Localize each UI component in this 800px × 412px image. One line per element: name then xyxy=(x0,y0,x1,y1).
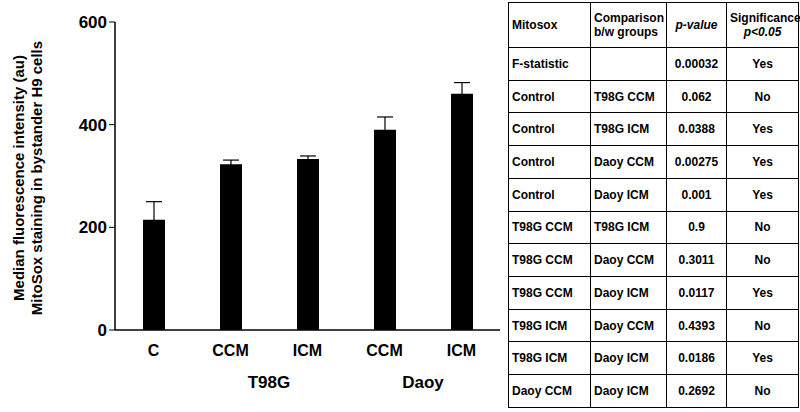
html-text:p-value: p-value xyxy=(675,18,718,32)
html-text:0.2692: 0.2692 xyxy=(678,384,715,399)
svg-text:ICM: ICM xyxy=(447,342,476,359)
html-text:0.4393: 0.4393 xyxy=(678,318,715,333)
html-text:Comparison: Comparison xyxy=(594,11,664,25)
html-text:Yes: Yes xyxy=(752,56,773,71)
html-text:T98G CCM: T98G CCM xyxy=(594,89,655,104)
html-text:Daoy ICM: Daoy ICM xyxy=(594,384,649,399)
html-text:No: No xyxy=(754,318,771,333)
html-text:0.3011: 0.3011 xyxy=(678,253,715,268)
html-text:No: No xyxy=(754,89,771,104)
html-text:T98G ICM: T98G ICM xyxy=(594,122,650,137)
svg-text:400: 400 xyxy=(79,116,107,135)
svg-text:Daoy: Daoy xyxy=(402,373,444,392)
svg-text:ICM: ICM xyxy=(293,342,322,359)
html-text:0.0388: 0.0388 xyxy=(678,122,715,137)
html-text:Control: Control xyxy=(512,187,555,202)
html-text:T98G ICM: T98G ICM xyxy=(512,351,568,366)
html-text:Yes: Yes xyxy=(752,187,773,202)
html-text:No: No xyxy=(754,220,771,235)
html-text:T98G CCM: T98G CCM xyxy=(512,253,573,268)
svg-text:600: 600 xyxy=(79,13,107,32)
html-text:Yes: Yes xyxy=(752,351,773,366)
html-text:MitoSox staining in bystander: MitoSox staining in bystander H9 cells xyxy=(28,40,45,316)
html-text:T98G ICM: T98G ICM xyxy=(512,318,568,333)
html-text:Yes: Yes xyxy=(752,285,773,300)
html-text:0.062: 0.062 xyxy=(681,89,712,104)
html-text:Mitosox: Mitosox xyxy=(512,18,558,32)
html-text:Yes: Yes xyxy=(752,122,773,137)
html-text:Daoy CCM: Daoy CCM xyxy=(594,155,654,169)
html-text:T98G CCM: T98G CCM xyxy=(512,220,573,235)
html-text:T98G CCM: T98G CCM xyxy=(512,285,573,300)
html-text:Significance: Significance xyxy=(730,11,800,25)
html-text:Daoy CCM: Daoy CCM xyxy=(512,384,572,399)
html-text:Control: Control xyxy=(512,89,555,104)
html-text:0.9: 0.9 xyxy=(688,220,705,235)
svg-text:CCM: CCM xyxy=(212,342,248,359)
html-text:Control: Control xyxy=(512,122,555,137)
html-text:T98G ICM: T98G ICM xyxy=(594,220,650,235)
html-text:0.001: 0.001 xyxy=(681,187,712,202)
svg-text:T98G: T98G xyxy=(248,373,291,392)
html-text:Daoy CCM: Daoy CCM xyxy=(594,253,654,268)
html-text:No: No xyxy=(754,384,771,399)
html-text:Daoy ICM: Daoy ICM xyxy=(594,351,649,366)
svg-text:C: C xyxy=(148,342,160,359)
svg-text:0: 0 xyxy=(98,321,107,340)
html-text:0.00032: 0.00032 xyxy=(674,56,719,71)
html-text:No: No xyxy=(754,253,771,268)
html-text:b/w groups: b/w groups xyxy=(594,25,658,39)
html-text:Median fluorescence intensity: Median fluorescence intensity (au) xyxy=(10,55,27,301)
html-text:p<0.05: p<0.05 xyxy=(743,25,782,39)
html-text:Yes: Yes xyxy=(752,155,773,169)
svg-text:CCM: CCM xyxy=(366,342,402,359)
svg-text:200: 200 xyxy=(79,218,107,237)
html-text:0.00275: 0.00275 xyxy=(674,155,719,169)
html-text:Daoy ICM: Daoy ICM xyxy=(594,187,649,202)
html-text:0.0117: 0.0117 xyxy=(678,285,715,300)
html-text:Daoy CCM: Daoy CCM xyxy=(594,318,654,333)
html-text:0.0186: 0.0186 xyxy=(678,351,715,366)
html-text:Control: Control xyxy=(512,155,555,169)
html-text:Daoy ICM: Daoy ICM xyxy=(594,285,649,300)
html-text:F-statistic: F-statistic xyxy=(512,56,569,71)
